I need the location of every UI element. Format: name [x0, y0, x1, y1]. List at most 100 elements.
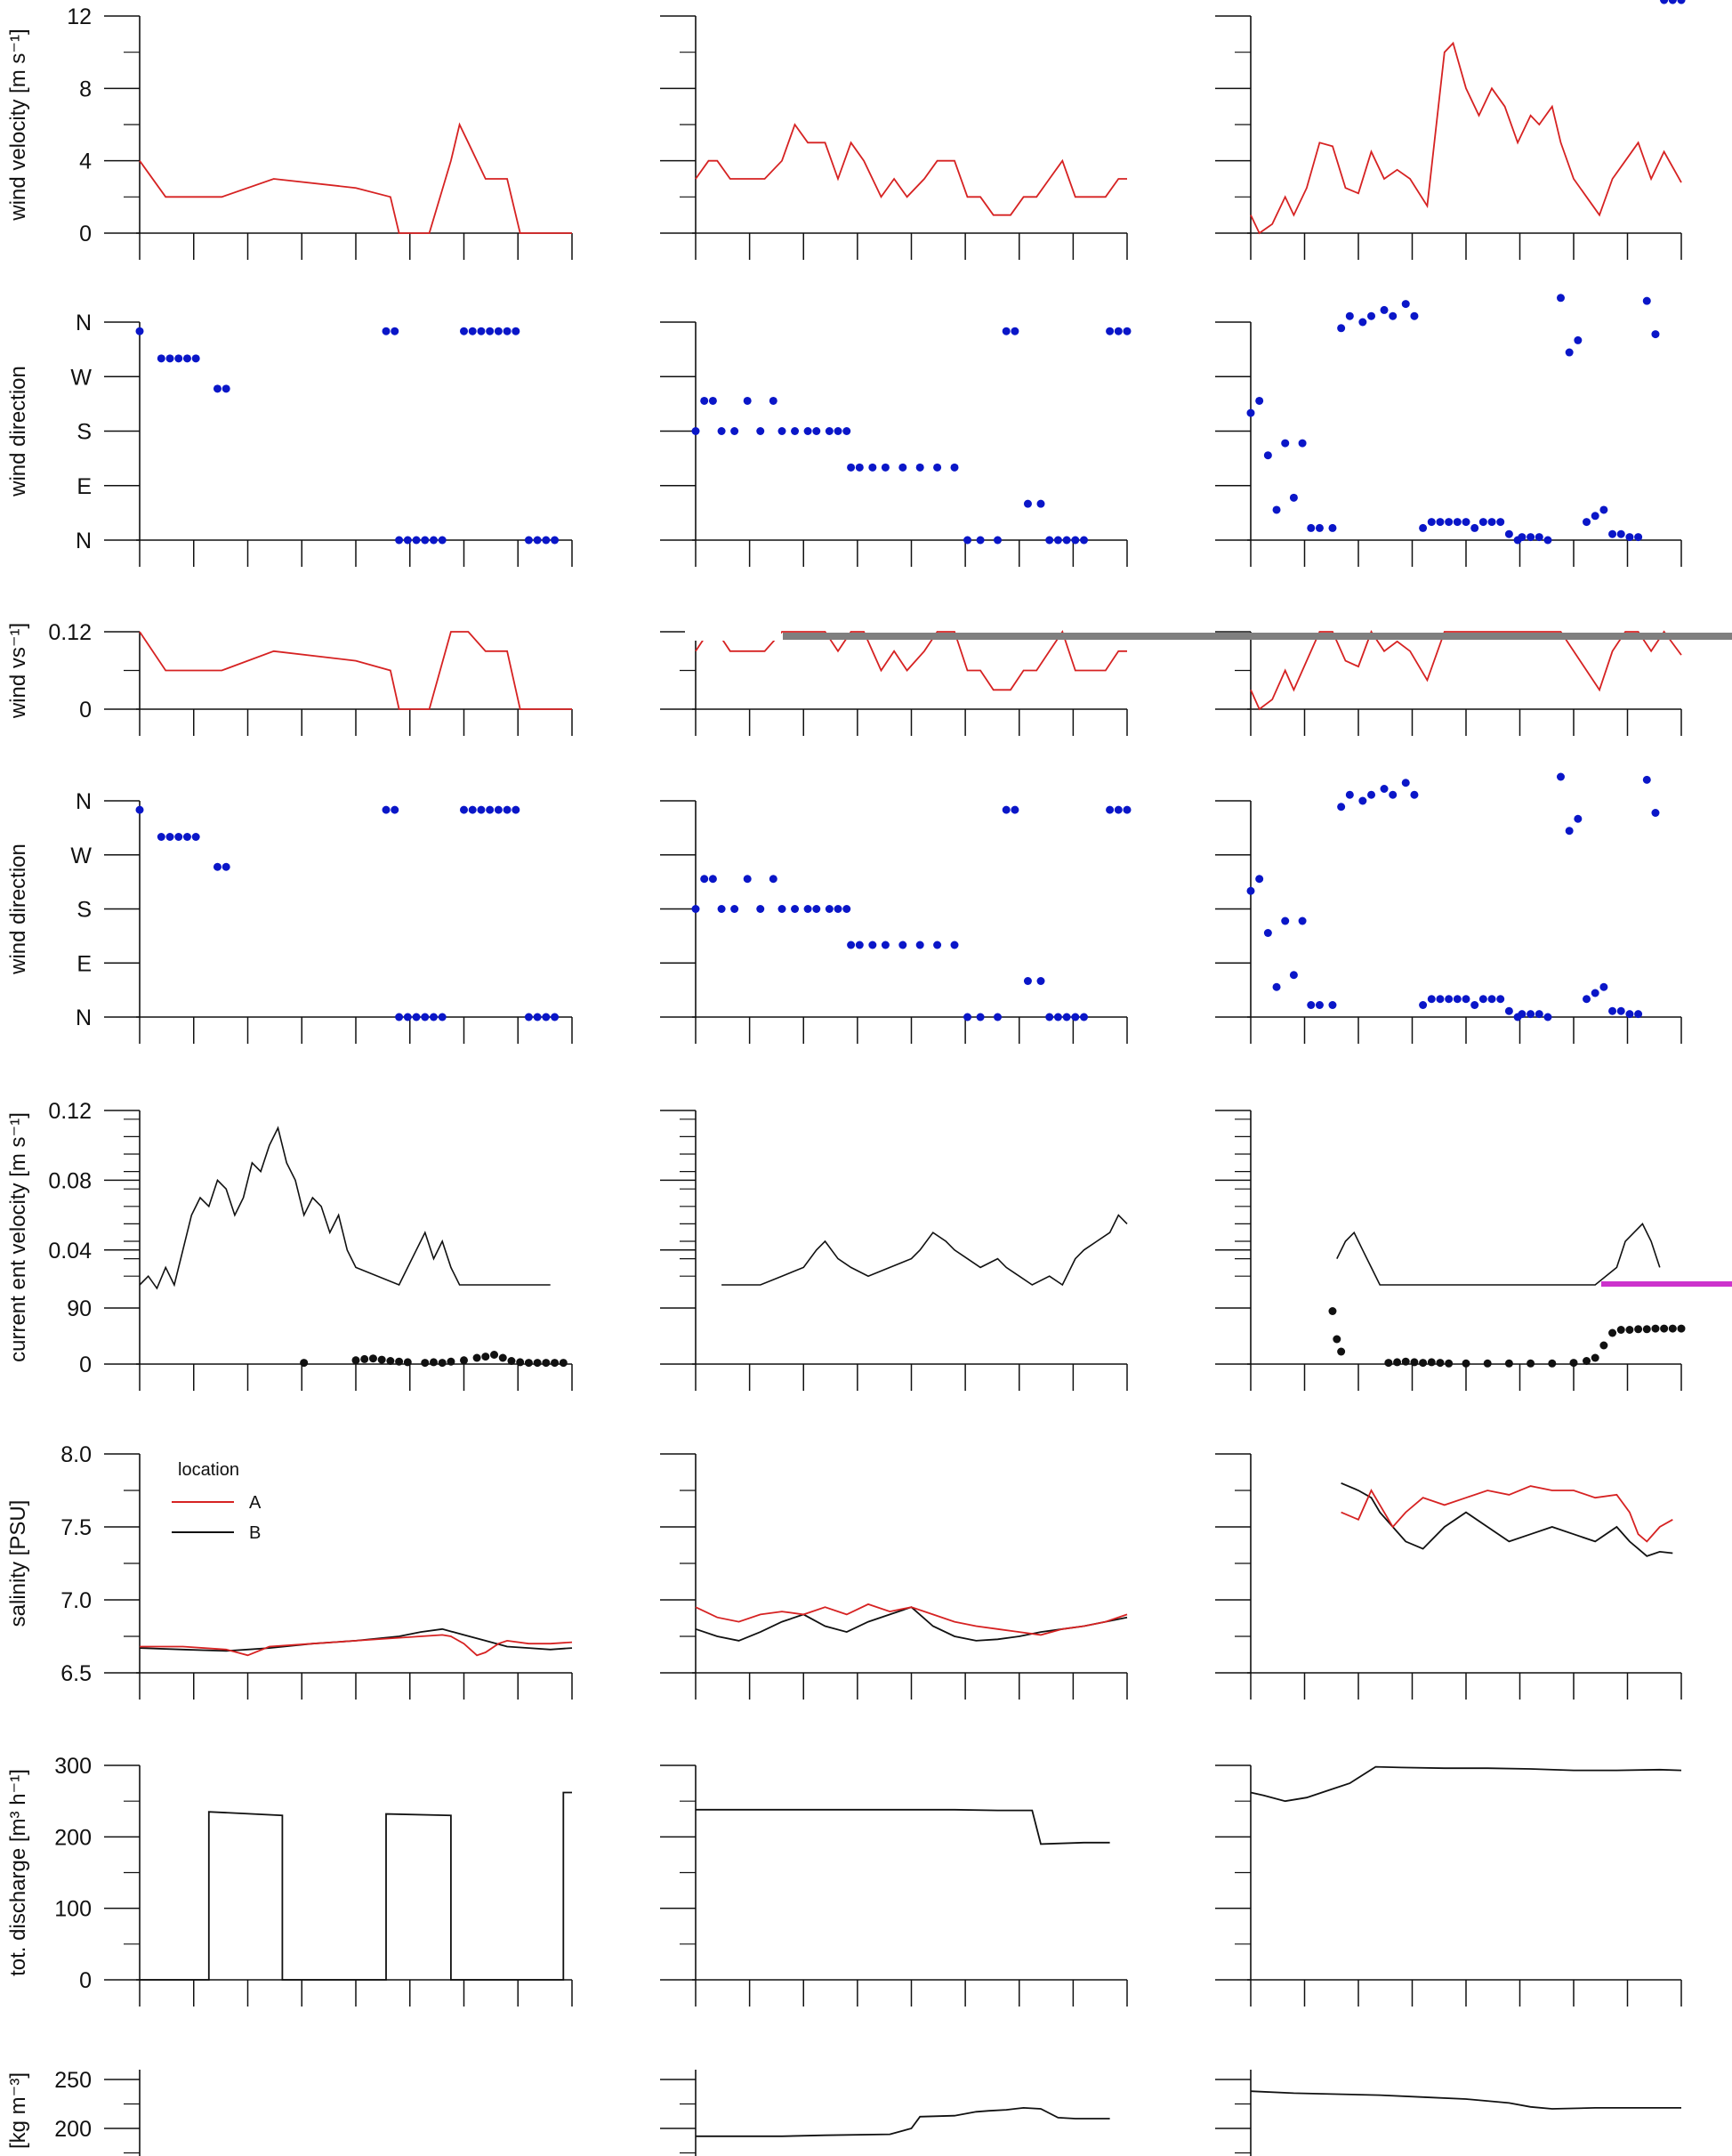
- wind-direction-point: [730, 427, 739, 435]
- y-axis-title: wind direction: [6, 844, 30, 975]
- wind-direction-point: [1462, 518, 1470, 527]
- overlay-bar: [783, 633, 1732, 640]
- wind-direction-point: [868, 463, 877, 472]
- wind-direction-point: [213, 384, 222, 393]
- y-tick-label: 0: [79, 698, 92, 723]
- wind-direction-point: [165, 833, 174, 841]
- wind-direction-point: [994, 536, 1002, 545]
- wind-direction-point: [1328, 1001, 1337, 1009]
- current-direction-point: [438, 1359, 447, 1368]
- wind-direction-b-0-yaxis: N E S W N: [70, 789, 141, 1030]
- wind-direction-point: [777, 905, 786, 913]
- wind-direction-point: [1445, 995, 1454, 1004]
- legend-label-b: B: [249, 1523, 261, 1543]
- wind-direction-point: [1011, 327, 1019, 335]
- wind-direction-point: [1062, 1013, 1071, 1021]
- wind-direction-point: [429, 1013, 438, 1021]
- wind-direction-point: [1504, 1006, 1513, 1015]
- wind-direction-point: [1574, 335, 1583, 344]
- wind-direction-point: [842, 905, 851, 913]
- wind-direction-point: [165, 354, 174, 363]
- wind-direction-point: [1080, 1013, 1088, 1021]
- wind-direction-point: [551, 536, 560, 545]
- wind-direction-point: [708, 396, 717, 405]
- wind-direction-point: [756, 905, 765, 913]
- salinity-line-a: [140, 1634, 573, 1657]
- wind-direction-point: [1080, 536, 1088, 545]
- wind-velocity-1-yaxis: [660, 15, 697, 234]
- wind-direction-point: [933, 463, 942, 472]
- current-direction-point: [447, 1357, 455, 1366]
- wind-direction-point: [1106, 805, 1115, 814]
- wind-direction-point: [1470, 1001, 1479, 1009]
- wind-direction-point: [976, 536, 985, 545]
- current-direction-point: [386, 1357, 395, 1365]
- current-direction-point: [1642, 1325, 1651, 1334]
- discharge-1-xaxis: [692, 1979, 1128, 2007]
- wind-direction-point: [1634, 533, 1643, 542]
- wind-direction-point: [791, 427, 800, 435]
- wind-direction-point: [963, 536, 972, 545]
- wind-direction-point: [847, 463, 856, 472]
- wind-direction-point: [1410, 311, 1419, 320]
- wind-direction-point: [503, 805, 512, 814]
- wind-direction-point: [881, 941, 890, 949]
- wind-direction-point: [950, 463, 959, 472]
- current-velocity-2-xaxis: [1247, 1363, 1682, 1391]
- salinity-line-b: [1341, 1482, 1673, 1557]
- y-tick-label: 250: [54, 2068, 92, 2093]
- current-direction-point: [1583, 1357, 1591, 1365]
- wind-direction-point: [1123, 327, 1132, 335]
- current-direction-point: [1410, 1358, 1419, 1367]
- wind-direction-a-2-xaxis: [1247, 539, 1682, 567]
- wind-direction-point: [429, 536, 438, 545]
- wind-direction-point: [1106, 327, 1115, 335]
- wind-direction-point: [1625, 533, 1634, 542]
- legend-title: location: [178, 1460, 239, 1480]
- wind-direction-point: [1436, 995, 1445, 1004]
- wind-velocity-line: [139, 122, 572, 234]
- current-velocity-0-xaxis: [136, 1363, 573, 1391]
- wind-direction-a-1-xaxis: [692, 539, 1128, 567]
- wind-direction-point: [135, 327, 144, 335]
- current-direction-point: [1548, 1359, 1557, 1368]
- wind-direction-point: [174, 833, 183, 841]
- wind-velocity-2-xaxis: [1247, 232, 1682, 260]
- wind-direction-point: [1608, 529, 1617, 538]
- salinity-0-yaxis: 6.5 7.0 7.5 8.0: [60, 1442, 141, 1686]
- current-direction-point: [1569, 1359, 1578, 1368]
- wind-direction-point: [1625, 1010, 1634, 1019]
- current-direction-point: [559, 1359, 568, 1368]
- wind-direction-b-2-xaxis: [1247, 1016, 1682, 1044]
- current-direction-point: [1337, 1347, 1346, 1356]
- wind-speed-b-0-yaxis: 00.12: [48, 620, 141, 723]
- wind-direction-point: [1337, 324, 1346, 333]
- wind-direction-point: [1002, 805, 1011, 814]
- current-velocity-line: [721, 1214, 1128, 1287]
- wind-direction-point: [494, 327, 503, 335]
- discharge-0-xaxis: [136, 1979, 573, 2007]
- wind-direction-point: [915, 941, 924, 949]
- wind-direction-point: [1358, 796, 1367, 805]
- current-direction-point: [351, 1356, 360, 1365]
- wind-direction-point: [1114, 327, 1123, 335]
- wind-direction-point: [1453, 518, 1462, 527]
- legend: location AB: [172, 1460, 262, 1543]
- wind-direction-point: [825, 905, 834, 913]
- wind-direction-point: [477, 805, 486, 814]
- wind-direction-point: [1053, 1013, 1062, 1021]
- overlay-mask: [685, 628, 781, 641]
- wind-direction-point: [395, 536, 404, 545]
- wind-velocity-0-xaxis: [136, 232, 573, 260]
- current-velocity-yaxis-0: 0.04 0.08 0.12 0 90: [48, 1099, 141, 1377]
- wind-direction-point: [395, 1013, 404, 1021]
- y-tick-label: 0: [79, 1968, 92, 1993]
- wind-direction-point: [1634, 1010, 1643, 1019]
- wind-direction-point: [1436, 518, 1445, 527]
- wind-direction-point: [191, 354, 200, 363]
- current-direction-point: [1616, 1326, 1625, 1334]
- wind-direction-point: [1036, 977, 1045, 985]
- wind-direction-point: [1478, 995, 1487, 1004]
- wind-direction-point: [1583, 995, 1591, 1004]
- y-axis-title: current ent velocity [m s⁻¹]: [6, 1112, 30, 1362]
